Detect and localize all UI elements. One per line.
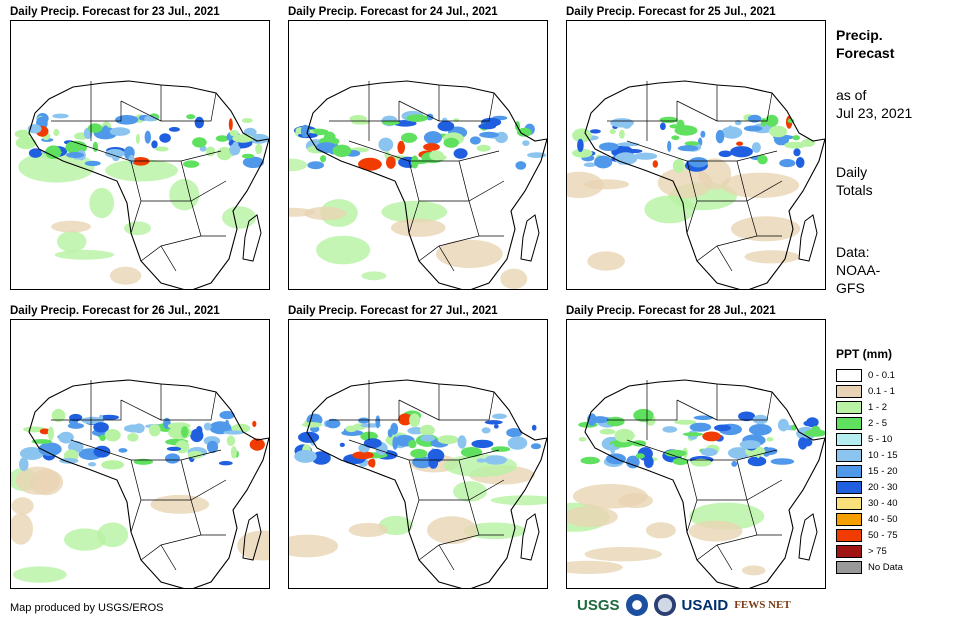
totals-line-2: Totals: [836, 182, 873, 198]
legend-swatch: [836, 448, 862, 462]
legend-label: 30 - 40: [868, 497, 898, 509]
legend-swatch: [836, 512, 862, 526]
map-frame: [566, 319, 826, 589]
legend-title: PPT (mm): [836, 347, 893, 361]
legend-swatch: [836, 528, 862, 542]
legend-label: 0.1 - 1: [868, 385, 895, 397]
legend-label: 0 - 0.1: [868, 369, 895, 381]
legend-label: 15 - 20: [868, 465, 898, 477]
legend-items: 0 - 0.1 0.1 - 1 1 - 2 2 - 5 5 - 10 10 - 15 15 …: [836, 367, 946, 575]
legend-label: 2 - 5: [868, 417, 888, 429]
panel-title: Daily Precip. Forecast for 24 Jul., 2021: [288, 6, 498, 18]
legend-item: 0.1 - 1: [836, 383, 946, 399]
legend-swatch: [836, 560, 862, 574]
legend-swatch: [836, 400, 862, 414]
map-panel-3: Daily Precip. Forecast for 25 Jul., 2021: [566, 4, 826, 290]
map-panel-5: Daily Precip. Forecast for 27 Jul., 2021: [288, 303, 548, 589]
legend-swatch: [836, 368, 862, 382]
legend-item: 1 - 2: [836, 399, 946, 415]
legend-item: 10 - 15: [836, 447, 946, 463]
africa-map-icon: [567, 80, 825, 289]
legend-item: No Data: [836, 559, 946, 575]
panel-title: Daily Precip. Forecast for 28 Jul., 2021: [566, 305, 776, 317]
map-panel-1: Daily Precip. Forecast for 23 Jul., 2021: [10, 4, 270, 290]
legend-swatch: [836, 544, 862, 558]
map-frame: [10, 319, 270, 589]
map-panel-6: Daily Precip. Forecast for 28 Jul., 2021: [566, 303, 826, 589]
legend-label: No Data: [868, 561, 903, 573]
legend-item: 40 - 50: [836, 511, 946, 527]
legend-item: 30 - 40: [836, 495, 946, 511]
africa-map-icon: [289, 379, 547, 588]
legend-swatch: [836, 480, 862, 494]
data-line-2: NOAA-: [836, 262, 881, 278]
legend-item: 2 - 5: [836, 415, 946, 431]
legend-item: > 75: [836, 543, 946, 559]
totals-line-1: Daily: [836, 164, 868, 180]
legend-label: 1 - 2: [868, 401, 888, 413]
map-frame: [566, 20, 826, 290]
usgs-logo: USGS: [577, 596, 620, 614]
sidebar-heading: Precip. Forecast: [836, 26, 894, 62]
dhs-seal-icon: [653, 594, 676, 616]
noaa-logo-icon: [625, 594, 648, 616]
logo-strip: USGS USAID FEWS NET: [577, 594, 791, 616]
asof-date: Jul 23, 2021: [836, 105, 913, 121]
legend-swatch: [836, 416, 862, 430]
legend-swatch: [836, 432, 862, 446]
legend-item: 15 - 20: [836, 463, 946, 479]
legend-label: 10 - 15: [868, 449, 898, 461]
asof-line-1: as of: [836, 87, 867, 103]
legend-label: > 75: [868, 545, 887, 557]
africa-map-icon: [289, 80, 547, 289]
usaid-logo: USAID: [681, 596, 729, 614]
legend-item: 0 - 0.1: [836, 367, 946, 383]
legend-label: 5 - 10: [868, 433, 893, 445]
legend-swatch: [836, 384, 862, 398]
heading-line-1: Precip.: [836, 27, 883, 43]
sidebar-asof: as of Jul 23, 2021: [836, 86, 912, 122]
sidebar-totals: Daily Totals: [836, 163, 873, 199]
map-frame: [10, 20, 270, 290]
map-panel-4: Daily Precip. Forecast for 26 Jul., 2021: [10, 303, 270, 589]
map-frame: [288, 319, 548, 589]
map-frame: [288, 20, 548, 290]
africa-map-icon: [567, 379, 825, 588]
heading-line-2: Forecast: [836, 45, 895, 61]
map-credit: Map produced by USGS/EROS: [10, 602, 164, 614]
panel-title: Daily Precip. Forecast for 27 Jul., 2021: [288, 305, 498, 317]
sidebar-data-source: Data: NOAA- GFS: [836, 243, 880, 297]
panel-title: Daily Precip. Forecast for 23 Jul., 2021: [10, 6, 220, 18]
legend-label: 40 - 50: [868, 513, 898, 525]
legend-item: 50 - 75: [836, 527, 946, 543]
legend-item: 5 - 10: [836, 431, 946, 447]
precip-legend: PPT (mm) 0 - 0.1 0.1 - 1 1 - 2 2 - 5 5 - 10 1…: [836, 347, 946, 575]
legend-swatch: [836, 496, 862, 510]
map-panel-2: Daily Precip. Forecast for 24 Jul., 2021: [288, 4, 548, 290]
legend-label: 20 - 30: [868, 481, 898, 493]
panel-title: Daily Precip. Forecast for 25 Jul., 2021: [566, 6, 776, 18]
legend-swatch: [836, 464, 862, 478]
fews-net-logo: FEWS NET: [734, 599, 791, 611]
africa-map-icon: [14, 80, 269, 289]
africa-map-icon: [11, 379, 269, 588]
panel-title: Daily Precip. Forecast for 26 Jul., 2021: [10, 305, 220, 317]
data-line-1: Data:: [836, 244, 870, 260]
data-line-3: GFS: [836, 280, 865, 296]
legend-item: 20 - 30: [836, 479, 946, 495]
legend-label: 50 - 75: [868, 529, 898, 541]
